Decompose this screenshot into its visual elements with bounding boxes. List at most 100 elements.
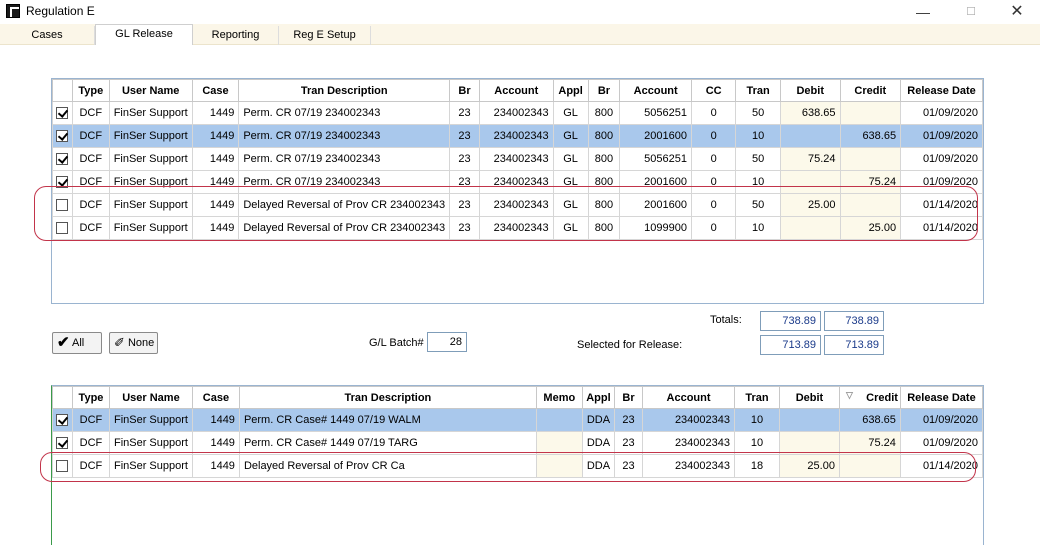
table-cell: 23 <box>614 408 644 432</box>
batch-number-input[interactable]: 28 <box>427 332 467 352</box>
column-header[interactable]: Memo <box>535 386 583 409</box>
table-row[interactable]: DCF FinSer Support 1449 Perm. CR Case# 1449… <box>52 408 983 432</box>
checkbox-cell[interactable] <box>52 431 73 455</box>
column-header[interactable]: Debit <box>779 79 841 102</box>
tab-reporting[interactable]: Reporting <box>193 26 279 45</box>
close-button[interactable]: ✕ <box>1010 3 1024 20</box>
checkbox-cell[interactable] <box>52 454 73 478</box>
table-cell: GL <box>552 170 589 194</box>
table-cell: FinSer Support <box>108 408 193 432</box>
table-row[interactable]: DCF FinSer Support 1449 Perm. CR 07/19 2340… <box>52 124 983 148</box>
title-bar: Regulation E — ☐ ✕ <box>0 0 1040 24</box>
column-header[interactable]: Case <box>191 79 240 102</box>
table-row[interactable]: DCF FinSer Support 1449 Delayed Reversal of… <box>52 454 983 478</box>
select-all-button[interactable]: ✔ All <box>52 332 102 354</box>
table-cell: 23 <box>449 147 480 171</box>
table-cell: 10 <box>735 216 781 240</box>
table-cell: 23 <box>614 431 644 455</box>
column-header[interactable]: User Name <box>108 386 193 409</box>
table-cell: GL <box>552 147 589 171</box>
column-header[interactable]: Account <box>619 79 692 102</box>
table-cell: 800 <box>587 124 621 148</box>
table-cell <box>839 101 902 125</box>
table-cell: FinSer Support <box>108 124 193 148</box>
table-cell: 23 <box>449 216 480 240</box>
table-cell: 234002343 <box>642 408 735 432</box>
table-cell: 638.65 <box>838 408 901 432</box>
totals-credit: 738.89 <box>824 311 884 331</box>
column-header[interactable]: Tran Description <box>238 386 537 409</box>
column-header[interactable]: Case <box>191 386 240 409</box>
window-title: Regulation E <box>26 4 95 18</box>
row-checkbox[interactable] <box>56 176 69 189</box>
row-checkbox[interactable] <box>56 437 69 450</box>
table-cell: 50 <box>735 101 781 125</box>
checkbox-cell[interactable] <box>52 408 73 432</box>
table-cell: 10 <box>735 170 781 194</box>
table-cell <box>838 454 901 478</box>
tab-reg-e-setup[interactable]: Reg E Setup <box>279 26 371 45</box>
minimize-button[interactable]: — <box>916 4 930 20</box>
table-cell: 50 <box>735 147 781 171</box>
table-cell: 234002343 <box>478 216 554 240</box>
column-header[interactable]: Type <box>71 386 110 409</box>
table-row[interactable]: DCF FinSer Support 1449 Delayed Reversal of… <box>52 193 983 217</box>
row-checkbox[interactable] <box>56 414 69 427</box>
table-cell: 234002343 <box>478 147 554 171</box>
column-header[interactable]: Tran <box>735 79 781 102</box>
table-row[interactable]: DCF FinSer Support 1449 Delayed Reversal of… <box>52 216 983 240</box>
column-header[interactable]: Appl <box>552 79 589 102</box>
column-header[interactable]: Credit ▽ <box>838 386 901 409</box>
table-cell: DCF <box>71 431 110 455</box>
checkbox-cell[interactable] <box>52 124 73 148</box>
tab-cases[interactable]: Cases <box>0 26 95 45</box>
row-checkbox[interactable] <box>56 130 69 143</box>
tab-strip: Cases GL Release Reporting Reg E Setup <box>0 24 1040 46</box>
select-none-button[interactable]: ✐ None <box>109 332 158 354</box>
column-header[interactable]: Br <box>587 79 621 102</box>
column-header[interactable]: Debit <box>778 386 840 409</box>
column-header[interactable]: Br <box>614 386 644 409</box>
row-checkbox[interactable] <box>56 199 69 212</box>
table-cell: 23 <box>614 454 644 478</box>
checkbox-cell[interactable] <box>52 147 73 171</box>
maximize-button[interactable]: ☐ <box>966 6 976 18</box>
table-cell: 23 <box>449 101 480 125</box>
table-cell <box>839 147 902 171</box>
table-row[interactable]: DCF FinSer Support 1449 Perm. CR 07/19 2340… <box>52 147 983 171</box>
column-header[interactable]: Account <box>642 386 735 409</box>
table-row[interactable]: DCF FinSer Support 1449 Perm. CR 07/19 2340… <box>52 101 983 125</box>
column-header[interactable]: Tran <box>734 386 780 409</box>
column-header[interactable]: Credit <box>839 79 902 102</box>
column-header[interactable]: Appl <box>581 386 616 409</box>
gl-grid-header: Type User Name Case Tran Description Br Accou… <box>52 79 983 102</box>
column-header[interactable] <box>52 79 73 102</box>
table-row[interactable]: DCF FinSer Support 1449 Perm. CR 07/19 2340… <box>52 170 983 194</box>
checkbox-cell[interactable] <box>52 101 73 125</box>
row-checkbox[interactable] <box>56 107 69 120</box>
table-cell: 01/09/2020 <box>900 170 983 194</box>
column-header[interactable]: Release Date <box>900 79 983 102</box>
table-cell <box>778 408 840 432</box>
row-checkbox[interactable] <box>56 153 69 166</box>
column-header[interactable] <box>52 386 73 409</box>
column-header[interactable]: User Name <box>108 79 193 102</box>
row-checkbox[interactable] <box>56 460 69 473</box>
column-header[interactable]: Release Date <box>899 386 983 409</box>
table-cell: FinSer Support <box>108 454 193 478</box>
checkbox-cell[interactable] <box>52 193 73 217</box>
column-header[interactable]: CC <box>690 79 737 102</box>
table-cell: 01/09/2020 <box>900 147 983 171</box>
table-cell: 1449 <box>191 147 240 171</box>
checkbox-cell[interactable] <box>52 216 73 240</box>
column-header[interactable]: Type <box>71 79 110 102</box>
checkbox-cell[interactable] <box>52 170 73 194</box>
tab-gl-release[interactable]: GL Release <box>95 24 193 46</box>
table-row[interactable]: DCF FinSer Support 1449 Perm. CR Case# 1449… <box>52 431 983 455</box>
column-header[interactable]: Br <box>449 79 480 102</box>
column-header[interactable]: Tran Description <box>238 79 451 102</box>
column-header[interactable]: Account <box>478 79 554 102</box>
row-checkbox[interactable] <box>56 222 69 235</box>
app-icon <box>6 4 20 18</box>
table-cell: 0 <box>690 147 737 171</box>
